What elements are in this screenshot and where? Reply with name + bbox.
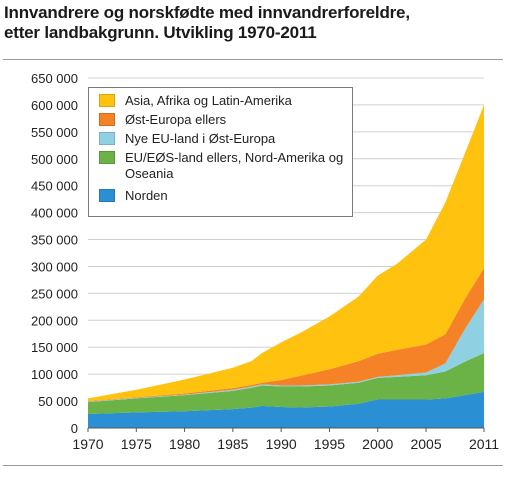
x-tick-label: 2011 xyxy=(469,436,499,452)
legend-swatch xyxy=(99,94,115,107)
series-area-3 xyxy=(88,268,484,402)
x-tick-label: 1985 xyxy=(217,436,248,452)
chart-title: Innvandrere og norskfødte med innvandrer… xyxy=(4,3,410,22)
legend-item: Nye EU-land i Øst-Europa xyxy=(99,131,345,147)
x-tick-labels: 1970 1975 1980 1985 1990 1995 2000 2005 2011 xyxy=(72,436,499,452)
y-tick-label: 250 000 xyxy=(31,286,78,301)
series-area-1 xyxy=(88,353,484,414)
x-tick-label: 1980 xyxy=(169,436,200,452)
y-tick-labels: 0 50 000 100 000 150 000 200 000 250 000 300 0… xyxy=(31,71,78,436)
y-tick-label: 550 000 xyxy=(31,125,78,140)
y-tick-label: 200 000 xyxy=(31,313,78,328)
legend-swatch xyxy=(99,189,115,202)
legend-label: Øst-Europa ellers xyxy=(125,112,227,127)
x-tick-label: 2005 xyxy=(410,436,441,452)
legend-item: Øst-Europa ellers xyxy=(99,112,345,128)
x-tick-label: 1970 xyxy=(72,436,103,452)
legend-label: Nye EU-land i Øst-Europa xyxy=(125,131,276,146)
x-tick-label: 1975 xyxy=(121,436,152,452)
y-tick-label: 150 000 xyxy=(31,340,78,355)
series-area-2 xyxy=(88,299,484,403)
x-tick-label: 1995 xyxy=(314,436,345,452)
legend: Asia, Afrika og Latin-Amerika Øst-Europa … xyxy=(88,87,353,217)
y-tick-label: 450 000 xyxy=(31,179,78,194)
y-tick-label: 400 000 xyxy=(31,206,78,221)
top-divider xyxy=(3,59,503,60)
axes xyxy=(87,427,485,432)
y-tick-label: 50 000 xyxy=(38,394,78,409)
legend-item: Norden xyxy=(99,188,345,204)
series-area-4 xyxy=(88,104,484,402)
y-tick-label: 100 000 xyxy=(31,367,78,382)
y-tick-label: 600 000 xyxy=(31,98,78,113)
legend-label: EU/EØS-land ellers, Nord-Amerika og Osea… xyxy=(125,150,344,181)
legend-item: Asia, Afrika og Latin-Amerika xyxy=(99,93,345,109)
y-tick-label: 650 000 xyxy=(31,71,78,86)
y-tick-label: 500 000 xyxy=(31,152,78,167)
legend-label: Asia, Afrika og Latin-Amerika xyxy=(125,93,292,108)
legend-swatch xyxy=(99,113,115,126)
y-tick-label: 350 000 xyxy=(31,233,78,248)
bottom-divider xyxy=(3,465,503,466)
x-tick-label: 2000 xyxy=(362,436,393,452)
area-chart: 0 50 000 100 000 150 000 200 000 250 000 300 0… xyxy=(31,71,499,452)
chart-title-block: Innvandrere og norskfødte med innvandrer… xyxy=(4,3,504,43)
legend-item: EU/EØS-land ellers, Nord-Amerika og Osea… xyxy=(99,150,345,182)
legend-swatch xyxy=(99,151,115,164)
legend-label: Norden xyxy=(125,188,168,203)
series-areas xyxy=(88,104,484,428)
y-tick-label: 0 xyxy=(71,421,78,436)
y-tick-label: 300 000 xyxy=(31,259,78,274)
chart-subtitle: etter landbakgrunn. Utvikling 1970-2011 xyxy=(4,23,317,42)
series-area-0 xyxy=(88,391,484,428)
x-tick-label: 1990 xyxy=(266,436,297,452)
legend-swatch xyxy=(99,132,115,145)
